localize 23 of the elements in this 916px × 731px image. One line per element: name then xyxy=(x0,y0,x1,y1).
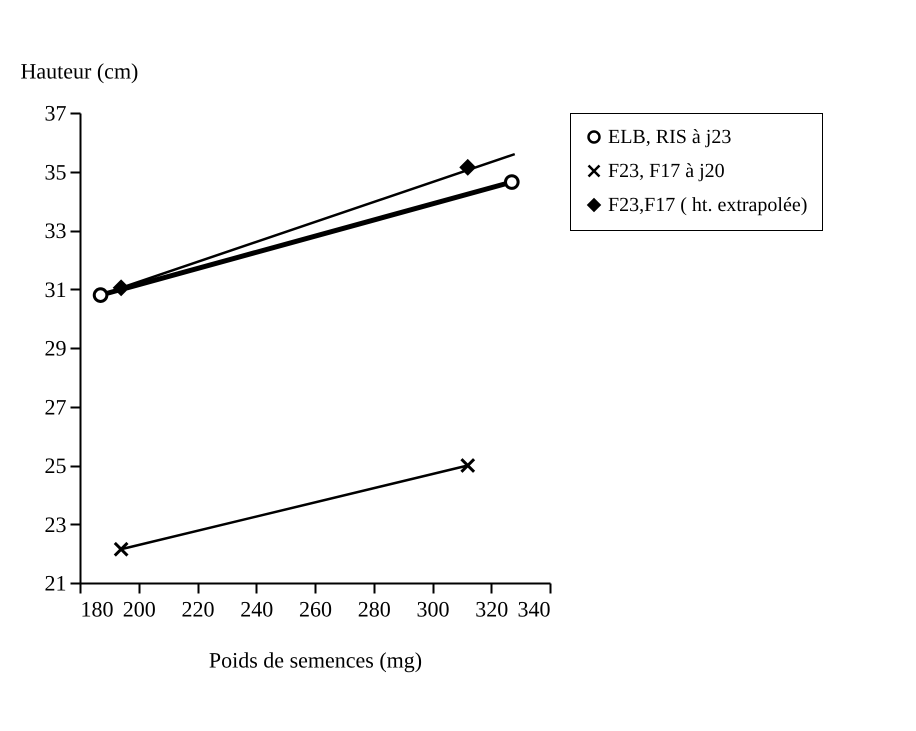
legend-label: F23, F17 à j20 xyxy=(608,160,725,182)
x-tick-label: 320 xyxy=(475,596,508,622)
y-tick-label: 25 xyxy=(44,453,66,478)
y-tick-label: 29 xyxy=(44,336,66,360)
x-tick-label: 340 xyxy=(518,596,550,622)
x-tick-label: 280 xyxy=(358,596,391,622)
y-tick-label: 31 xyxy=(44,276,66,302)
y-axis-title: Hauteur (cm) xyxy=(20,58,138,84)
y-tick-label: 37 xyxy=(44,100,66,126)
y-tick-label: 27 xyxy=(44,394,66,420)
x-tick-label: 200 xyxy=(122,596,156,622)
y-tick-label: 33 xyxy=(44,218,66,243)
y-tick-label: 35 xyxy=(44,159,66,184)
x-tick-label: 220 xyxy=(182,596,214,622)
legend-label: F23,F17 ( ht. extrapolée) xyxy=(608,194,808,216)
legend-label: ELB, RIS à j23 xyxy=(608,126,732,148)
x-tick-label: 300 xyxy=(416,596,450,622)
y-tick-label: 21 xyxy=(44,570,66,596)
x-tick-label: 260 xyxy=(299,596,332,622)
x-tick-label: 180 xyxy=(80,596,114,622)
y-tick-label: 23 xyxy=(44,512,66,537)
x-tick-label: 240 xyxy=(240,596,274,622)
x-axis-title: Poids de semences (mg) xyxy=(208,648,422,672)
